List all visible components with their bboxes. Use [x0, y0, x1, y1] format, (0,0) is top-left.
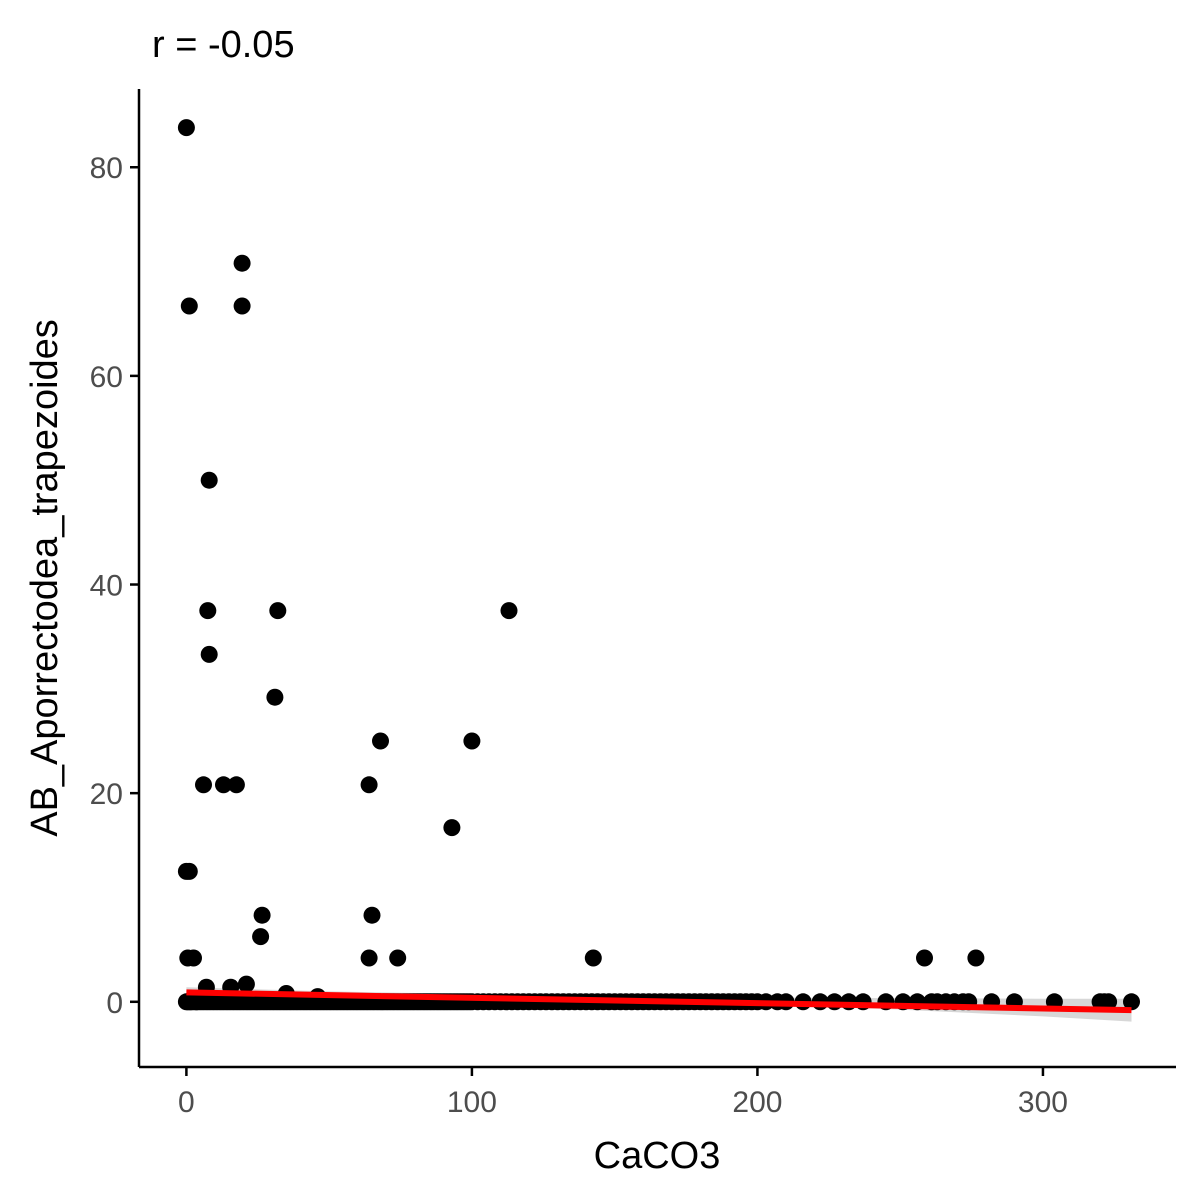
y-tick-label: 0: [106, 987, 123, 1020]
data-point: [463, 732, 481, 750]
y-tick-label: 20: [90, 778, 123, 811]
data-point: [253, 906, 271, 924]
data-point: [233, 254, 251, 272]
data-point: [233, 297, 251, 315]
data-point: [500, 602, 518, 620]
data-point: [389, 949, 407, 967]
data-point: [200, 645, 218, 663]
y-tick-label: 60: [90, 361, 123, 394]
y-axis-title: AB_Aporrectodea_trapezoides: [24, 319, 66, 837]
fit-line: [186, 989, 1132, 1014]
data-point: [967, 949, 985, 967]
data-point: [916, 949, 933, 967]
y-axis-ticks: 0 20 40 60 80: [90, 152, 139, 1020]
x-tick-label: 0: [178, 1086, 195, 1119]
x-axis-ticks: 0 100 200 300: [178, 1067, 1068, 1119]
x-axis-title: CaCO3: [594, 1135, 721, 1177]
x-tick-label: 300: [1018, 1086, 1068, 1119]
data-point: [199, 602, 217, 620]
data-point: [360, 776, 378, 794]
data-point: [195, 776, 212, 794]
data-point: [252, 928, 270, 946]
data-point: [360, 949, 378, 967]
data-point: [1100, 993, 1118, 1011]
data-point: [215, 776, 232, 794]
chart-title: r = -0.05: [152, 24, 295, 66]
data-point: [237, 975, 255, 993]
y-tick-label: 80: [90, 152, 123, 185]
data-point: [180, 297, 198, 315]
data-point: [584, 949, 602, 967]
x-tick-label: 100: [447, 1086, 497, 1119]
data-point: [443, 819, 461, 837]
data-points-layer: [177, 119, 1140, 1011]
data-point: [185, 949, 202, 967]
x-tick-label: 200: [732, 1086, 782, 1119]
data-point: [227, 776, 245, 794]
data-point: [372, 732, 389, 750]
data-point: [200, 471, 218, 489]
data-point: [1123, 993, 1140, 1011]
data-point: [266, 688, 284, 706]
data-point: [180, 862, 198, 880]
data-point: [177, 119, 195, 137]
data-point: [269, 602, 287, 620]
fit-line-layer: [186, 989, 1132, 1014]
data-point: [363, 906, 381, 924]
y-tick-label: 40: [90, 570, 123, 603]
